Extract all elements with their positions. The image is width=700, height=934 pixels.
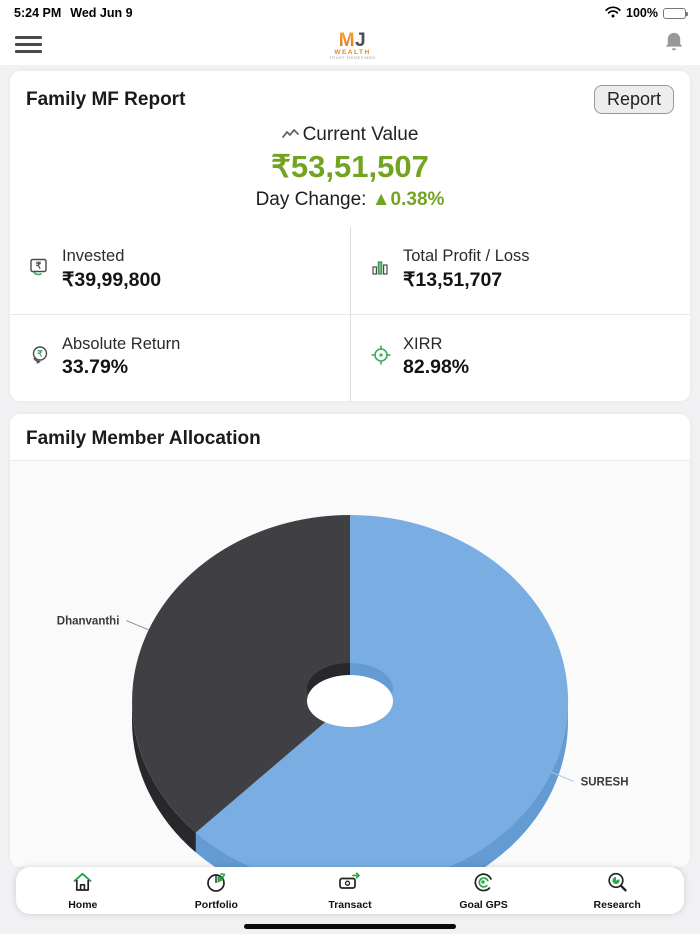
home-indicator[interactable]	[244, 924, 456, 929]
nav-item-home[interactable]: Home	[16, 871, 150, 911]
home-icon	[71, 871, 94, 898]
logo-letter-j: J	[355, 29, 367, 51]
nav-item-transact[interactable]: Transact	[283, 871, 417, 911]
allocation-card-title: Family Member Allocation	[10, 426, 690, 461]
family-mf-report-card: Family MF Report Report Current Value ₹5…	[10, 71, 690, 401]
nav-item-goal-gps[interactable]: Goal GPS	[417, 871, 551, 911]
battery-icon	[663, 7, 688, 19]
day-change-value: ▲0.38%	[371, 189, 445, 210]
status-date: Wed Jun 9	[70, 6, 133, 20]
stats-grid: ₹ Invested ₹39,99,800	[10, 227, 690, 401]
svg-text:Dhanvanthi: Dhanvanthi	[57, 616, 120, 628]
report-button[interactable]: Report	[593, 85, 674, 114]
app-logo: MJ WEALTH TRUST REDEFINED	[329, 31, 375, 61]
stat-value: ₹13,51,707	[403, 269, 503, 291]
wifi-icon	[605, 5, 621, 21]
allocation-pie-chart[interactable]: SURESH Dhanvanthi	[10, 461, 690, 867]
research-icon	[606, 871, 629, 898]
xirr-stat: XIRR 82.98%	[350, 314, 690, 401]
stat-label: Absolute Return	[62, 335, 181, 353]
goal-gps-icon	[472, 871, 495, 898]
trend-icon	[281, 124, 299, 146]
invested-icon: ₹	[28, 255, 52, 284]
nav-item-portfolio[interactable]: Portfolio	[150, 871, 284, 911]
status-time: 5:24 PM	[14, 6, 62, 20]
app-header: MJ WEALTH TRUST REDEFINED	[0, 24, 700, 65]
svg-text:SURESH: SURESH	[581, 776, 629, 788]
menu-icon[interactable]	[15, 36, 42, 53]
absolute-return-stat: ₹ Absolute Return 33.79%	[10, 314, 350, 401]
logo-wealth-text: WEALTH	[334, 48, 371, 56]
battery-percent: 100%	[626, 6, 658, 20]
bottom-nav: Home Portfolio Transact	[16, 867, 684, 914]
svg-text:₹: ₹	[36, 261, 42, 271]
nav-label: Transact	[328, 898, 372, 911]
logo-letter-m: M	[338, 29, 356, 51]
portfolio-icon	[205, 871, 228, 898]
transact-icon	[338, 871, 362, 898]
invested-stat: ₹ Invested ₹39,99,800	[10, 227, 350, 314]
day-change-label: Day Change:	[255, 189, 372, 210]
nav-label: Research	[593, 898, 641, 911]
stat-label: Invested	[62, 247, 125, 265]
current-value: ₹53,51,507	[271, 149, 429, 184]
profit-loss-icon	[369, 255, 393, 284]
stat-label: Total Profit / Loss	[403, 247, 530, 265]
stat-value: 33.79%	[62, 356, 129, 378]
nav-label: Home	[68, 898, 98, 911]
stat-label: XIRR	[403, 335, 443, 353]
svg-text:₹: ₹	[37, 348, 43, 358]
family-member-allocation-card: Family Member Allocation SURESH Dhanvanth…	[10, 414, 690, 867]
stat-value: ₹39,99,800	[62, 269, 162, 291]
xirr-icon	[369, 343, 393, 372]
notification-bell-icon[interactable]	[663, 30, 685, 59]
nav-item-research[interactable]: Research	[550, 871, 684, 911]
report-card-title: Family MF Report	[26, 88, 186, 110]
current-value-label: Current Value	[302, 124, 419, 145]
nav-label: Portfolio	[194, 898, 238, 911]
nav-label: Goal GPS	[459, 898, 508, 911]
stat-value: 82.98%	[403, 356, 470, 378]
absolute-return-icon: ₹	[28, 343, 52, 372]
logo-tagline: TRUST REDEFINED	[329, 55, 376, 61]
profit-loss-stat: Total Profit / Loss ₹13,51,707	[350, 227, 690, 314]
status-bar: 5:24 PM Wed Jun 9 100%	[0, 0, 700, 24]
